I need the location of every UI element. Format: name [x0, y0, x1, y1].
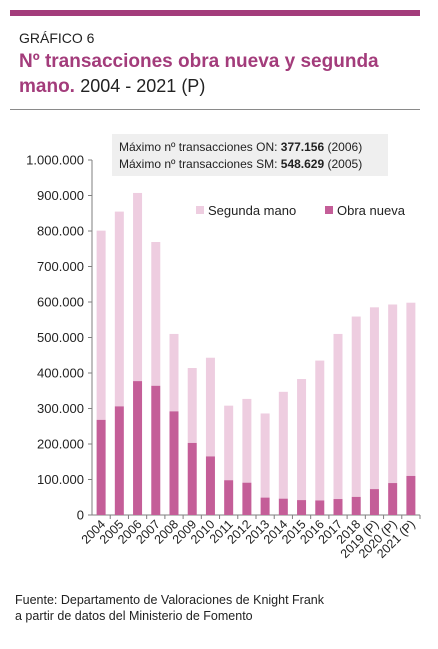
max-transactions-note: Máximo nº transacciones ON: 377.156 (200…: [112, 134, 388, 176]
y-tick-label: 600.000: [37, 295, 84, 310]
bar-segunda-mano: [114, 211, 124, 407]
bar-obra-nueva: [242, 482, 252, 515]
note-sm-suffix: (2005): [324, 157, 363, 171]
bar-obra-nueva: [133, 381, 143, 515]
bar-segunda-mano: [187, 368, 197, 443]
bar-segunda-mano: [242, 398, 252, 483]
bar-obra-nueva: [315, 500, 325, 515]
bar-obra-nueva: [369, 489, 379, 515]
note-on-suffix: (2006): [324, 140, 363, 154]
bar-obra-nueva: [224, 480, 234, 515]
bar-obra-nueva: [260, 497, 270, 515]
figure-label: GRÁFICO 6: [19, 30, 95, 46]
bar-obra-nueva: [333, 499, 343, 515]
note-line-sm: Máximo nº transacciones SM: 548.629 (200…: [119, 157, 362, 171]
source-note: Fuente: Departamento de Valoraciones de …: [15, 592, 415, 624]
bar-obra-nueva: [96, 419, 106, 515]
bar-obra-nueva: [114, 406, 124, 515]
bar-obra-nueva: [151, 385, 161, 515]
legend-swatch: [325, 206, 333, 214]
chart-title-main: Nº transacciones obra nueva y segunda ma…: [19, 51, 379, 97]
source-line-2: a partir de datos del Ministerio de Fome…: [15, 609, 253, 623]
y-tick-label: 0: [77, 508, 84, 523]
chart-title: Nº transacciones obra nueva y segunda ma…: [19, 49, 419, 99]
y-tick-label: 800.000: [37, 224, 84, 239]
bar-segunda-mano: [96, 230, 106, 420]
legend-swatch: [196, 206, 204, 214]
bar-segunda-mano: [151, 242, 161, 386]
source-line-1: Fuente: Departamento de Valoraciones de …: [15, 593, 324, 607]
y-tick-label: 700.000: [37, 259, 84, 274]
y-tick-label: 1.000.000: [26, 153, 84, 168]
bar-segunda-mano: [315, 360, 325, 501]
legend-label: Obra nueva: [337, 203, 406, 218]
bar-obra-nueva: [169, 411, 179, 515]
y-tick-label: 300.000: [37, 401, 84, 416]
y-tick-label: 500.000: [37, 330, 84, 345]
bar-segunda-mano: [406, 302, 416, 476]
bar-obra-nueva: [388, 483, 398, 515]
bar-obra-nueva: [406, 475, 416, 515]
note-line-on: Máximo nº transacciones ON: 377.156 (200…: [119, 140, 362, 154]
legend-label: Segunda mano: [208, 203, 296, 218]
note-on-prefix: Máximo nº transacciones ON:: [119, 140, 281, 154]
bar-segunda-mano: [260, 413, 270, 498]
chart-title-period: 2004 - 2021 (P): [80, 76, 206, 96]
bar-segunda-mano: [333, 333, 343, 500]
note-sm-prefix: Máximo nº transacciones SM:: [119, 157, 281, 171]
bar-segunda-mano: [369, 307, 379, 490]
bar-obra-nueva: [278, 498, 288, 515]
note-on-value: 377.156: [280, 140, 325, 154]
note-sm-value: 548.629: [280, 157, 325, 171]
bar-segunda-mano: [133, 192, 143, 382]
title-divider: [10, 109, 420, 110]
bar-obra-nueva: [297, 500, 307, 515]
y-tick-label: 100.000: [37, 472, 84, 487]
bar-segunda-mano: [297, 379, 307, 501]
bar-obra-nueva: [205, 456, 215, 515]
bar-obra-nueva: [351, 496, 361, 515]
top-accent-bar: [10, 10, 420, 16]
bar-segunda-mano: [224, 405, 234, 481]
bar-segunda-mano: [388, 304, 398, 484]
bar-segunda-mano: [169, 333, 179, 412]
bar-segunda-mano: [278, 391, 288, 499]
bar-obra-nueva: [187, 442, 197, 515]
y-tick-label: 900.000: [37, 188, 84, 203]
y-tick-label: 400.000: [37, 366, 84, 381]
bar-segunda-mano: [205, 357, 215, 457]
y-tick-label: 200.000: [37, 437, 84, 452]
bar-segunda-mano: [351, 316, 361, 497]
